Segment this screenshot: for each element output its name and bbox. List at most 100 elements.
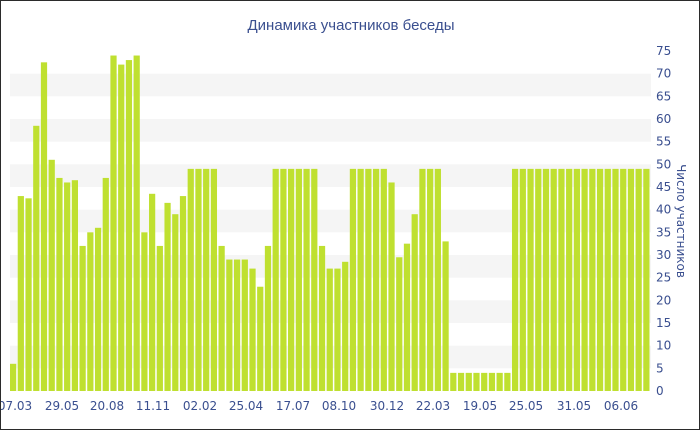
bar xyxy=(48,159,55,391)
bar xyxy=(511,168,519,391)
y-tick-label: 45 xyxy=(656,180,671,194)
x-tick-label: 20.08 xyxy=(90,399,124,413)
grid-band xyxy=(10,73,651,97)
x-tick-label: 17.07 xyxy=(276,399,310,413)
x-tick-label: 07.03 xyxy=(1,399,32,413)
bar xyxy=(411,214,418,391)
bar xyxy=(481,372,488,391)
bar xyxy=(156,245,163,391)
bar xyxy=(388,182,395,391)
bar xyxy=(442,241,449,391)
y-tick-label: 20 xyxy=(656,293,671,307)
bar xyxy=(419,168,426,391)
bar xyxy=(203,168,210,391)
bar xyxy=(457,372,465,391)
x-tick-label: 08.10 xyxy=(322,399,356,413)
bar xyxy=(125,60,133,391)
bar xyxy=(573,168,580,391)
x-tick-label: 22.03 xyxy=(416,399,450,413)
x-tick-label: 11.11 xyxy=(136,399,170,413)
y-tick-label: 60 xyxy=(656,112,671,126)
x-tick-label: 06.06 xyxy=(604,399,638,413)
bar xyxy=(357,168,364,391)
bar xyxy=(627,168,635,391)
bar xyxy=(71,180,78,391)
bar xyxy=(102,177,109,391)
y-tick-label: 50 xyxy=(656,157,671,171)
bar xyxy=(542,168,550,391)
bar xyxy=(318,245,326,391)
y-tick-label: 70 xyxy=(656,67,671,81)
bar xyxy=(311,168,318,391)
bar xyxy=(612,168,619,391)
bar xyxy=(33,125,40,392)
bar xyxy=(488,372,496,391)
bar xyxy=(427,168,434,391)
bar xyxy=(403,243,411,391)
bar xyxy=(64,182,71,391)
bar xyxy=(519,168,526,391)
grid-band xyxy=(10,119,651,142)
bar xyxy=(118,64,125,391)
bar xyxy=(365,168,372,391)
bar xyxy=(620,168,627,391)
bar xyxy=(280,168,287,391)
bar xyxy=(434,168,441,391)
bar xyxy=(550,168,557,391)
bar xyxy=(450,372,457,391)
bar xyxy=(496,372,503,391)
bar xyxy=(25,198,32,391)
x-axis-ticks: 07.03 29.05 20.08 11.11 02.02 25.04 17.07 08.10… xyxy=(1,399,638,413)
bar xyxy=(195,168,202,391)
y-tick-label: 30 xyxy=(656,248,671,262)
bar xyxy=(226,259,233,391)
bar xyxy=(589,168,596,391)
bar xyxy=(241,259,248,391)
x-tick-label: 19.05 xyxy=(463,399,497,413)
y-tick-label: 35 xyxy=(656,225,671,239)
bar xyxy=(56,177,63,391)
bar xyxy=(604,168,611,391)
grid-band xyxy=(10,164,651,187)
bar xyxy=(40,62,48,391)
bar xyxy=(218,245,225,391)
bar xyxy=(303,168,310,391)
bar xyxy=(10,363,17,391)
bar xyxy=(396,257,403,391)
bar xyxy=(643,168,650,391)
y-tick-label: 10 xyxy=(656,339,671,353)
y-axis-label: Число участников xyxy=(674,164,688,278)
y-tick-label: 25 xyxy=(656,271,671,285)
bar xyxy=(295,168,302,391)
bar xyxy=(87,232,94,391)
bar xyxy=(141,232,148,391)
x-tick-label: 30.12 xyxy=(370,399,404,413)
bar xyxy=(326,268,333,391)
bar xyxy=(380,168,387,391)
bar xyxy=(264,245,272,391)
bar xyxy=(504,372,511,391)
y-tick-label: 65 xyxy=(656,89,671,103)
bar xyxy=(596,168,604,391)
x-tick-label: 25.04 xyxy=(229,399,263,413)
x-tick-label: 25.05 xyxy=(509,399,543,413)
bar xyxy=(17,196,24,391)
y-tick-label: 5 xyxy=(656,361,664,375)
x-tick-label: 29.05 xyxy=(45,399,79,413)
bar xyxy=(110,55,117,391)
bar xyxy=(272,168,279,391)
bar xyxy=(249,268,256,391)
bar xyxy=(94,227,102,391)
bar xyxy=(581,168,588,391)
chart-title: Динамика участников беседы xyxy=(248,17,455,34)
y-tick-label: 0 xyxy=(656,384,664,398)
bar xyxy=(535,168,542,391)
y-tick-label: 40 xyxy=(656,203,671,217)
bar xyxy=(172,214,179,391)
bar xyxy=(210,168,218,391)
y-tick-label: 55 xyxy=(656,135,671,149)
bar xyxy=(133,55,140,391)
bar xyxy=(635,168,642,391)
